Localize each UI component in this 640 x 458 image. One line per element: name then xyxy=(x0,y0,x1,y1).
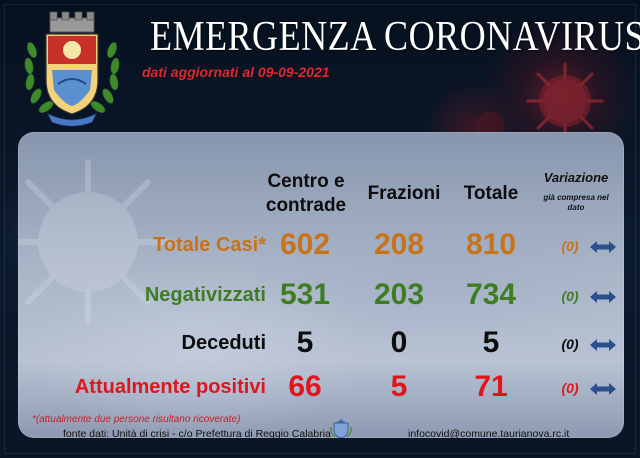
page-title: EMERGENZA CORONAVIRUS xyxy=(150,14,640,60)
deceduti-variazione: (0) xyxy=(561,336,579,352)
positivi-totale: 71 xyxy=(474,370,508,403)
coronavirus-watermark xyxy=(18,159,171,325)
column-header-centro-line1: Centro e xyxy=(267,171,345,192)
variazione-subtitle-line1: già compresa nel xyxy=(543,193,609,202)
left-right-arrow-icon xyxy=(590,241,616,253)
totale-casi-frazioni: 208 xyxy=(373,228,425,261)
negativizzati-frazioni: 203 xyxy=(373,278,425,311)
column-header-totale: Totale xyxy=(463,183,519,204)
positivi-variazione: (0) xyxy=(561,380,579,396)
deceduti-totale: 5 xyxy=(482,326,500,359)
row-label-totale-casi: Totale Casi* xyxy=(153,234,266,256)
update-date: dati aggiornati al 09-09-2021 xyxy=(142,64,330,80)
totale-casi-centro: 602 xyxy=(279,228,331,261)
left-right-arrow-icon xyxy=(590,291,616,303)
negativizzati-centro: 531 xyxy=(279,278,331,311)
totale-casi-totale: 810 xyxy=(465,228,517,261)
source-text: fonte dati: Unità di crisi - c/o Prefett… xyxy=(63,428,331,438)
footnote: *(attualmente due persone risultano rico… xyxy=(32,414,241,425)
variazione-subtitle: già compresa nel dato xyxy=(533,193,619,213)
municipal-crest xyxy=(24,11,120,127)
data-panel: Centro e contrade Frazioni Totale Variaz… xyxy=(18,132,624,438)
positivi-centro: 66 xyxy=(288,370,322,403)
row-label-attualmente-positivi: Attualmente positivi xyxy=(74,376,266,398)
totale-casi-variazione: (0) xyxy=(561,238,579,254)
deceduti-centro: 5 xyxy=(296,326,314,359)
column-header-centro: Centro e contrade xyxy=(254,170,358,218)
contact-email: infocovid@comune.taurianova.rc.it xyxy=(408,428,570,438)
variazione-title: Variazione xyxy=(543,170,609,185)
column-header-frazioni: Frazioni xyxy=(367,183,441,204)
positivi-frazioni: 5 xyxy=(390,370,408,403)
frame xyxy=(4,4,636,454)
negativizzati-variazione: (0) xyxy=(561,288,579,304)
variazione-subtitle-line2: dato xyxy=(567,203,585,212)
left-right-arrow-icon xyxy=(590,339,616,351)
deceduti-frazioni: 0 xyxy=(390,326,408,359)
column-header-variazione: Variazione già compresa nel dato xyxy=(533,170,619,213)
column-header-centro-line2: contrade xyxy=(265,195,347,216)
row-label-negativizzati: Negativizzati xyxy=(144,284,266,306)
coat-of-arms-small xyxy=(330,419,352,438)
negativizzati-totale: 734 xyxy=(465,278,517,311)
left-right-arrow-icon xyxy=(590,383,616,395)
row-label-deceduti: Deceduti xyxy=(181,332,266,354)
